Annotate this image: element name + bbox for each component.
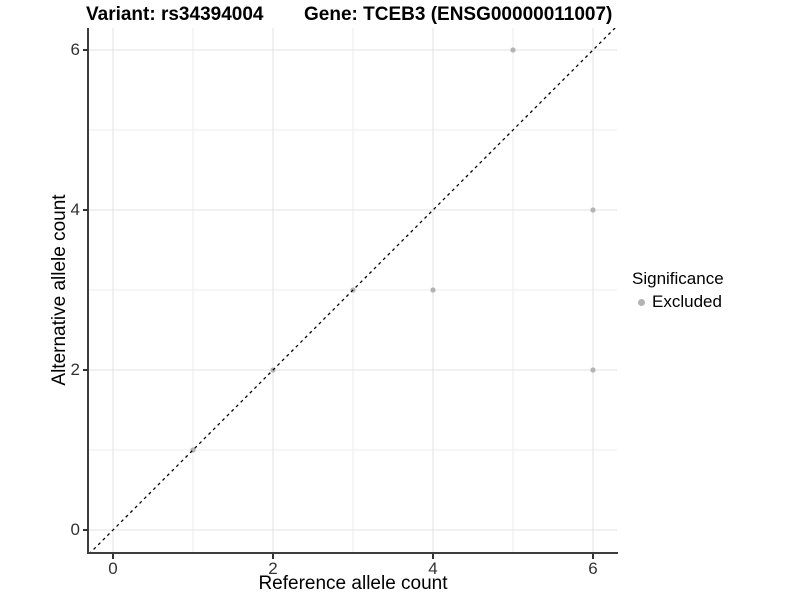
x-tick-label: 0 [108,559,118,578]
identity-line [90,28,616,552]
y-tick-label: 6 [70,40,80,59]
data-point [430,287,436,293]
legend-title: Significance [632,269,724,288]
data-point [590,367,596,373]
plot-title-variant: Variant: rs34394004 [86,4,264,25]
y-tick-label: 0 [70,520,80,539]
legend: Significance Excluded [632,269,724,312]
y-tick-mark [83,49,88,51]
y-tick-label: 2 [70,360,80,379]
legend-item: Excluded [632,292,724,312]
y-tick-mark [83,369,88,371]
y-axis-line [87,28,89,554]
x-tick-label: 6 [588,559,598,578]
x-tick-mark [112,554,114,559]
y-axis-title: Alternative allele count [49,194,70,386]
x-tick-label: 4 [428,559,438,578]
x-axis-line [87,552,618,554]
y-tick-label: 4 [70,200,80,219]
plot-title-gene: Gene: TCEB3 (ENSG00000011007) [304,4,613,25]
plot-panel [89,28,617,552]
data-point [510,47,516,53]
x-tick-mark [592,554,594,559]
data-point [590,207,596,213]
x-tick-label: 2 [268,559,278,578]
y-tick-mark [83,529,88,531]
legend-key [634,295,648,309]
legend-item-label: Excluded [652,292,722,311]
legend-point-icon [637,298,645,306]
x-tick-mark [432,554,434,559]
x-tick-mark [272,554,274,559]
y-tick-mark [83,209,88,211]
x-axis-title: Reference allele count [258,573,448,594]
plot-svg [89,28,617,552]
